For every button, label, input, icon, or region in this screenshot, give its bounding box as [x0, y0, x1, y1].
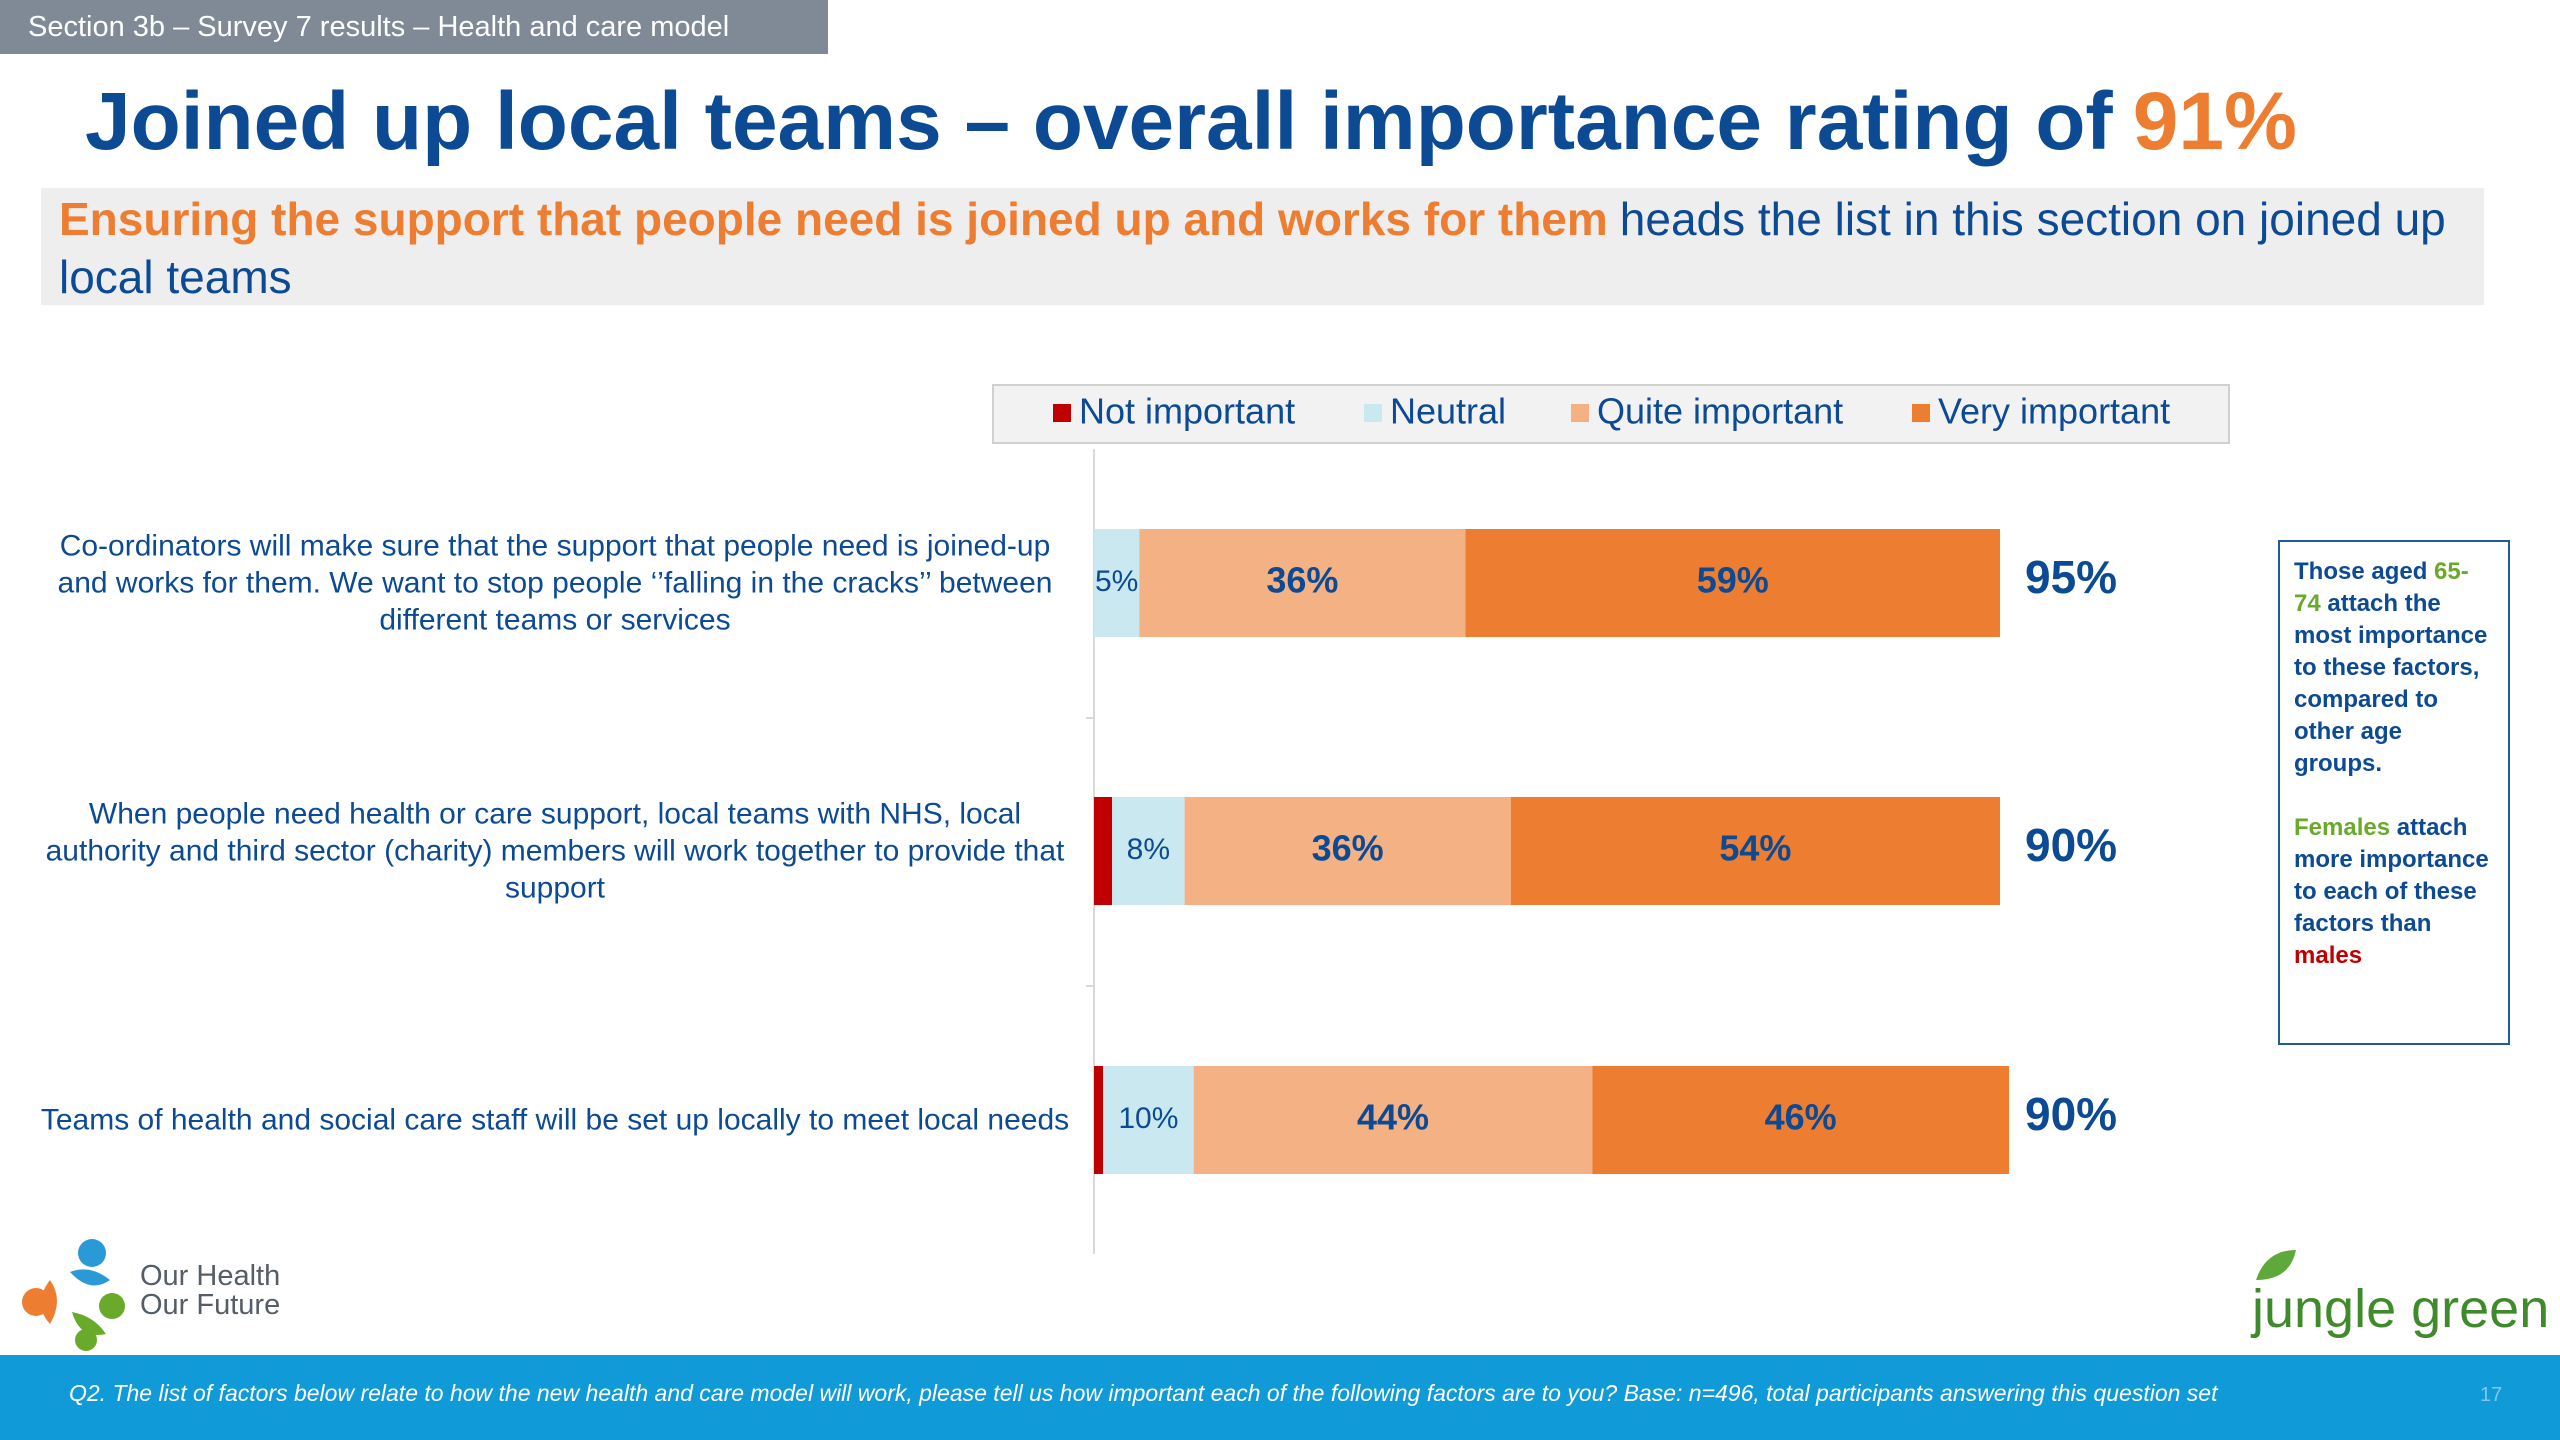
bar-segment: [1139, 529, 1466, 637]
title: Joined up local teams – overall importan…: [85, 75, 2297, 169]
leaf-icon: [2256, 1250, 2296, 1280]
legend-swatch: [1912, 404, 1930, 422]
bar-value-label: 10%: [1118, 1102, 1178, 1135]
note-text: attach more importance to each of these …: [2294, 814, 2489, 937]
bar-value-label: 54%: [1719, 828, 1791, 869]
category-label: Teams of health and social care staff wi…: [40, 1103, 1070, 1137]
legend-label: Very important: [1938, 391, 2170, 432]
total-label: 90%: [2025, 819, 2117, 871]
note-highlight: Females: [2294, 814, 2391, 841]
logo-text: Our Health: [140, 1260, 281, 1292]
note-highlight: males: [2294, 942, 2363, 969]
bar-segment: [1193, 1066, 1593, 1174]
legend-swatch: [1053, 404, 1071, 422]
legend-swatch: [1364, 404, 1382, 422]
note-para: Those aged 65-74 attach the most importa…: [2294, 556, 2494, 780]
legend-box: [992, 384, 2230, 444]
bar-value-label: 36%: [1266, 560, 1338, 601]
bar-value-label: 5%: [1095, 565, 1138, 598]
legend-swatch: [1571, 404, 1589, 422]
bar-value-label: 8%: [1127, 833, 1170, 866]
bar-segment: [1184, 797, 1511, 905]
bar-segment: [1094, 797, 1113, 905]
bar-segment: [1112, 797, 1185, 905]
logo-left: Our Health Our Future: [140, 1262, 280, 1320]
title-text: Joined up local teams – overall importan…: [85, 76, 2113, 167]
total-label: 90%: [2025, 1088, 2117, 1140]
subtitle-text: heads the list in this section on joined…: [59, 193, 2446, 303]
title-highlight: 91%: [2132, 76, 2297, 167]
bar-value-label: 59%: [1697, 560, 1769, 601]
bar-segment: [1465, 529, 2000, 637]
bar-value-label: 44%: [1357, 1097, 1429, 1138]
category-label: When people need health or care support,…: [45, 797, 1065, 905]
bar-segment: [1510, 797, 2000, 905]
note-text: Those aged: [2294, 558, 2428, 585]
legend-label: Neutral: [1390, 391, 1506, 432]
logo-mark: [22, 1239, 125, 1351]
footer-text: Q2. The list of factors below relate to …: [69, 1380, 2218, 1406]
legend-label: Not important: [1079, 391, 1295, 432]
note-para: Females attach more importance to each o…: [2294, 812, 2494, 972]
note-box: Those aged 65-74 attach the most importa…: [2278, 540, 2510, 1045]
bar-segment: [1094, 1066, 1104, 1174]
legend-label: Quite important: [1597, 391, 1843, 432]
logo-right: jungle green: [2252, 1279, 2550, 1339]
subtitle: Ensuring the support that people need is…: [41, 188, 2484, 305]
bar-segment: [1592, 1066, 2010, 1174]
bar-segment: [1103, 1066, 1194, 1174]
bar-segment: [1094, 529, 1140, 637]
footer-bar: [0, 1355, 2560, 1440]
section-label: Section 3b – Survey 7 results – Health a…: [0, 0, 828, 54]
logo-text: Our Future: [140, 1289, 281, 1321]
subtitle-highlight: Ensuring the support that people need is…: [59, 193, 1608, 245]
bar-value-label: 36%: [1312, 828, 1384, 869]
total-label: 95%: [2025, 551, 2117, 603]
bar-value-label: 46%: [1765, 1097, 1837, 1138]
page-number: 17: [2480, 1384, 2503, 1406]
note-text: attach the most importance to these fact…: [2294, 590, 2488, 777]
note-highlight: 65-74: [2294, 558, 2469, 617]
category-label: Co-ordinators will make sure that the su…: [57, 529, 1053, 637]
